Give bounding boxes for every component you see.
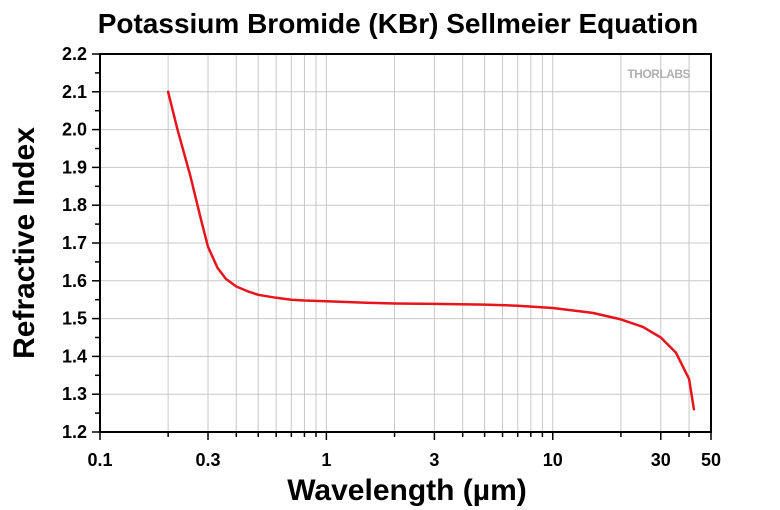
x-tick-label: 30 — [651, 450, 671, 470]
x-tick-label: 1 — [321, 450, 331, 470]
x-tick-label: 10 — [543, 450, 563, 470]
x-tick-label: 0.1 — [87, 450, 112, 470]
y-tick-label: 2.1 — [62, 82, 87, 102]
y-tick-label: 1.5 — [62, 309, 87, 329]
x-tick-labels: 0.1 0.3 1 3 10 30 50 — [87, 450, 721, 470]
y-tick-label: 1.2 — [62, 422, 87, 442]
y-axis-title: Refractive Index — [8, 127, 41, 359]
chart-title: Potassium Bromide (KBr) Sellmeier Equati… — [98, 8, 699, 39]
x-tick-label: 3 — [429, 450, 439, 470]
x-axis-title: Wavelength (µm) — [287, 474, 527, 507]
grid — [100, 54, 711, 432]
y-tick-label: 1.7 — [62, 233, 87, 253]
y-tick-label: 1.8 — [62, 195, 87, 215]
y-tick-label: 2.0 — [62, 120, 87, 140]
y-tick-label: 2.2 — [62, 44, 87, 64]
x-tick-label: 0.3 — [195, 450, 220, 470]
series-line — [166, 90, 696, 411]
y-tick-label: 1.6 — [62, 271, 87, 291]
x-tick-label: 50 — [701, 450, 721, 470]
y-tick-labels: 1.2 1.3 1.4 1.5 1.6 1.7 1.8 1.9 2.0 2.1 2.2 — [62, 44, 87, 442]
y-tick-label: 1.9 — [62, 157, 87, 177]
y-tick-label: 1.4 — [62, 346, 87, 366]
y-tick-label: 1.3 — [62, 384, 87, 404]
axis-ticks — [92, 53, 712, 440]
brand-logo: THORLABS — [627, 67, 690, 81]
